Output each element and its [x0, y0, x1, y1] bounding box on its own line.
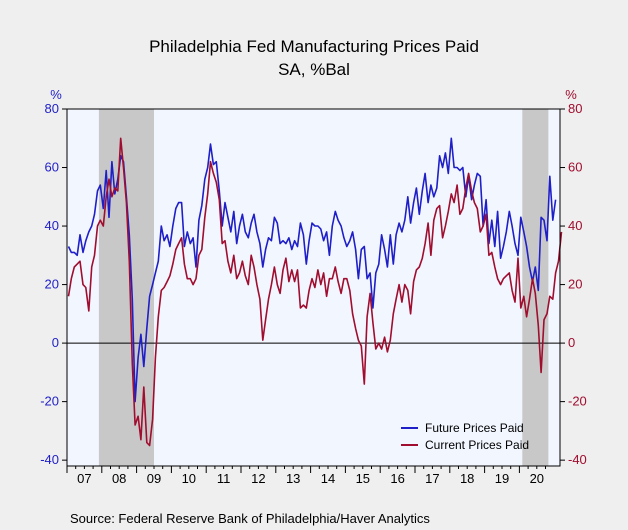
y-tick-label-left: 60 — [45, 160, 59, 175]
source-note: Source: Federal Reserve Bank of Philadel… — [70, 511, 430, 526]
plot-frame — [66, 108, 561, 467]
y-tick-label-left: -20 — [40, 394, 59, 409]
x-tick-label: 09 — [147, 471, 161, 486]
x-tick-label: 17 — [425, 471, 439, 486]
y-tick-label-left: 20 — [45, 277, 59, 292]
y-tick-label-right: 20 — [568, 277, 582, 292]
x-tick-label: 15 — [356, 471, 370, 486]
x-tick-label: 08 — [112, 471, 126, 486]
y-tick-label-left: 80 — [45, 101, 59, 116]
y-unit-left: % — [50, 87, 62, 102]
series-line-current-prices-paid — [67, 137, 563, 447]
x-tick-label: 10 — [182, 471, 196, 486]
x-tick-label: 13 — [286, 471, 300, 486]
y-tick-label-right: 40 — [568, 218, 582, 233]
legend-label-current: Current Prices Paid — [425, 438, 529, 452]
y-tick-label-left: 0 — [52, 335, 59, 350]
y-unit-right: % — [565, 87, 577, 102]
x-tick-label: 14 — [321, 471, 335, 486]
axes: 80 80 60 60 40 40 20 20 0 0 -20 -20 -40 -40 07 08 09 10 11… — [40, 101, 587, 486]
x-tick-label: 07 — [77, 471, 91, 486]
y-tick-label-right: -20 — [568, 394, 587, 409]
x-tick-label: 18 — [460, 471, 474, 486]
recession-band-2 — [522, 109, 549, 466]
y-tick-label-right: -40 — [568, 452, 587, 467]
y-tick-label-left: 40 — [45, 218, 59, 233]
y-tick-label-right: 0 — [568, 335, 575, 350]
chart-title: Philadelphia Fed Manufacturing Prices Pa… — [149, 37, 479, 56]
x-tick-label: 20 — [530, 471, 544, 486]
series-lines — [67, 137, 563, 447]
legend-label-future: Future Prices Paid — [425, 421, 524, 435]
x-tick-label: 12 — [251, 471, 265, 486]
recession-shading — [98, 109, 549, 466]
x-tick-label: 19 — [495, 471, 509, 486]
legend: Future Prices Paid Current Prices Paid — [401, 421, 529, 452]
y-tick-label-right: 60 — [568, 160, 582, 175]
series-line-future-prices-paid — [67, 137, 557, 403]
chart-subtitle: SA, %Bal — [278, 60, 350, 79]
y-tick-label-left: -40 — [40, 452, 59, 467]
x-tick-label: 16 — [390, 471, 404, 486]
y-tick-label-right: 80 — [568, 101, 582, 116]
x-tick-label: 11 — [217, 471, 231, 486]
